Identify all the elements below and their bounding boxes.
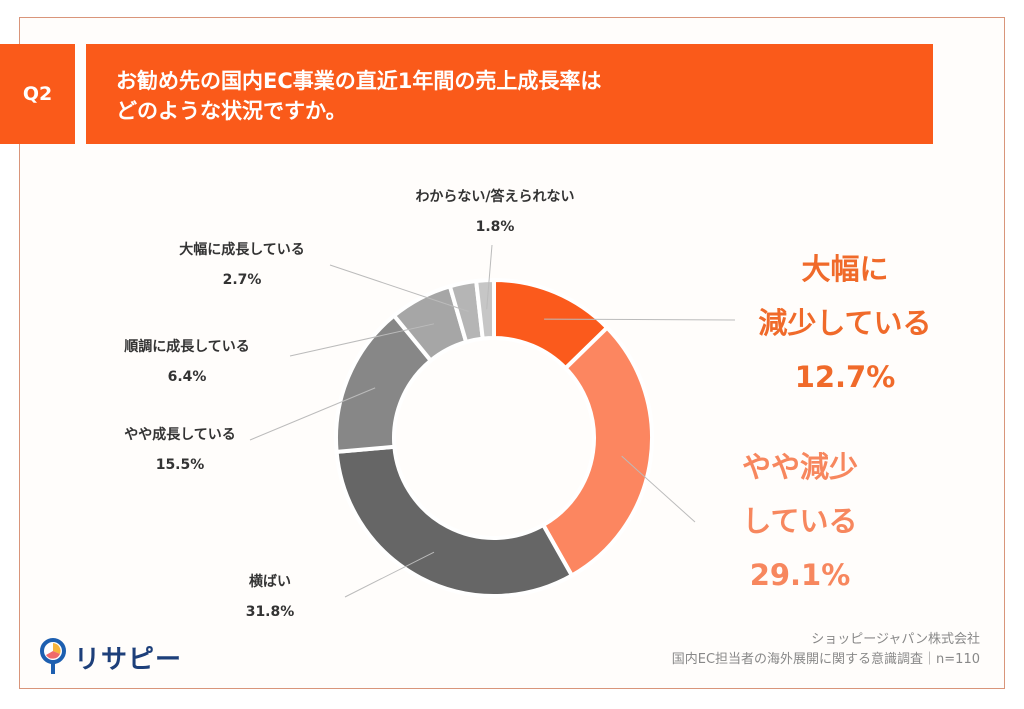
footer-company: ショッピージャパン株式会社 bbox=[811, 632, 980, 647]
title-line-1: お勧め先の国内EC事業の直近1年間の売上成長率は bbox=[116, 69, 602, 93]
donut-slice bbox=[473, 277, 496, 341]
risapy-logo: リサピー bbox=[38, 637, 182, 677]
label-large-decrease: 大幅に 減少している 12.7% bbox=[735, 242, 955, 404]
donut-slice bbox=[540, 324, 654, 579]
slice-value: 2.7% bbox=[222, 272, 262, 288]
donut-slice bbox=[334, 444, 575, 598]
question-number-text: Q2 bbox=[22, 83, 53, 105]
label-large-growth: 大幅に成長している 2.7% bbox=[142, 235, 342, 295]
slice-label: 大幅に成長している bbox=[179, 242, 305, 258]
footer-survey: 国内EC担当者の海外展開に関する意識調査｜n=110 bbox=[671, 652, 980, 667]
question-number: Q2 bbox=[0, 44, 75, 144]
label-slight-decrease: やや減少 している 29.1% bbox=[710, 440, 890, 602]
slice-label-line: 減少している bbox=[758, 306, 932, 340]
slice-value: 12.7% bbox=[794, 360, 896, 394]
slice-value: 31.8% bbox=[245, 604, 295, 620]
label-unknown: わからない/答えられない 1.8% bbox=[385, 182, 605, 242]
leader-line bbox=[621, 455, 696, 523]
slice-value: 15.5% bbox=[155, 457, 205, 473]
slice-value: 6.4% bbox=[167, 369, 207, 385]
leader-line bbox=[289, 323, 435, 357]
slice-label-line: 大幅に bbox=[801, 252, 889, 286]
label-steady-growth: 順調に成長している 6.4% bbox=[87, 332, 287, 392]
slice-label: 順調に成長している bbox=[124, 339, 250, 355]
footer: ショッピージャパン株式会社 国内EC担当者の海外展開に関する意識調査｜n=110 bbox=[672, 630, 980, 670]
logo-pin-icon bbox=[40, 638, 66, 674]
question-title: お勧め先の国内EC事業の直近1年間の売上成長率は どのような状況ですか。 bbox=[86, 44, 933, 144]
label-slight-growth: やや成長している 15.5% bbox=[80, 420, 280, 480]
slice-label: 横ばい bbox=[249, 574, 291, 590]
slice-value: 1.8% bbox=[475, 219, 515, 235]
slice-label-line: やや減少 bbox=[741, 450, 858, 484]
label-flat: 横ばい 31.8% bbox=[220, 567, 320, 627]
leader-line bbox=[329, 264, 469, 312]
leader-line bbox=[544, 318, 736, 321]
leader-line bbox=[249, 387, 376, 441]
slice-label-line: している bbox=[742, 504, 858, 538]
slice-label: わからない/答えられない bbox=[415, 189, 575, 205]
logo-text: リサピー bbox=[74, 644, 183, 675]
leader-line bbox=[344, 551, 435, 598]
slice-value: 29.1% bbox=[749, 558, 851, 592]
leader-line bbox=[486, 244, 493, 310]
slice-label: やや成長している bbox=[124, 427, 236, 443]
title-line-2: どのような状況ですか。 bbox=[116, 99, 347, 123]
